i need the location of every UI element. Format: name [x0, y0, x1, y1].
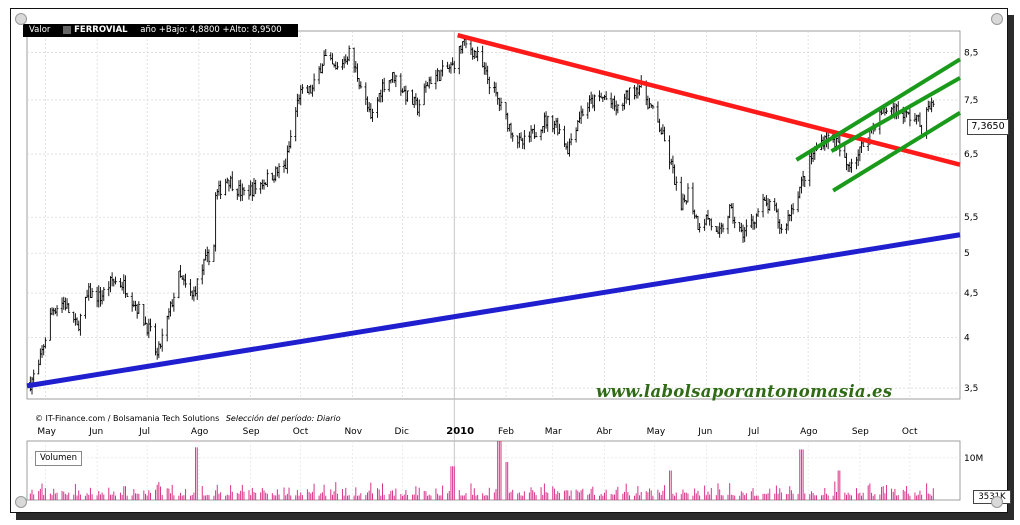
x-tick-label: Dic [395, 427, 409, 437]
channel_lower-trendline [832, 111, 962, 193]
volume-tick-label: 10M [964, 454, 983, 464]
x-tick-label: Jul [747, 427, 759, 437]
price-panel-border [26, 30, 961, 400]
x-tick-label: Nov [344, 427, 362, 437]
x-tick-label: May [37, 427, 56, 437]
series-swatch [63, 25, 72, 34]
y-tick-label: 3,5 [964, 384, 978, 394]
y-tick-label: 4,5 [964, 289, 978, 299]
volume-bars [29, 441, 934, 500]
gridlines [26, 30, 961, 501]
period-text: Selección del período: Diario [225, 414, 341, 423]
watermark-url: www.labolsaporantonomasia.es [596, 382, 893, 401]
resistance-trendline [457, 33, 961, 167]
corner-screw-icon [991, 496, 1003, 508]
x-tick-label: Mar [545, 427, 562, 437]
support-trendline [26, 232, 961, 389]
valor-label: Valor [29, 25, 51, 35]
price-bars [28, 37, 935, 395]
y-tick-label: 5,5 [964, 213, 978, 223]
x-tick-label: Oct [293, 427, 309, 437]
x-tick-label: Sep [243, 427, 260, 437]
y-tick-label: 8,5 [964, 49, 978, 59]
x-tick-label: 2010 [446, 426, 474, 437]
axes: 3,5 4 4,5 5 5,5 6,5 7,5 8,5 May Jun Jul Ago Sep Oct No… [37, 49, 983, 464]
corner-screw-icon [15, 496, 27, 508]
corner-screw-icon [15, 13, 27, 25]
y-tick-label: 7,5 [964, 96, 978, 106]
x-tick-label: Abr [596, 427, 612, 437]
header-chip: Valor FERROVIAL año +Bajo: 4,8800 +Alto:… [23, 24, 298, 37]
x-tick-label: May [647, 427, 666, 437]
corner-screw-icon [991, 13, 1003, 25]
x-tick-label: Jul [138, 427, 150, 437]
credit-text: © IT-Finance.com / Bolsamania Tech Solut… [35, 414, 220, 423]
x-tick-label: Jun [697, 427, 712, 437]
x-tick-label: Ago [800, 427, 818, 437]
range-label: año +Bajo: 4,8800 +Alto: 8,9500 [140, 25, 282, 35]
credit-line: © IT-Finance.com / Bolsamania Tech Solut… [35, 414, 341, 423]
volume-panel-border [26, 440, 961, 501]
x-tick-label: Oct [902, 427, 918, 437]
y-tick-label: 5 [964, 249, 970, 259]
x-tick-label: Sep [852, 427, 869, 437]
channel_upper-trendline [795, 57, 962, 162]
x-tick-label: Jun [88, 427, 103, 437]
last-price-box: 7,3650 [967, 119, 1009, 135]
y-tick-label: 6,5 [964, 150, 978, 160]
volume-label: Volumen [35, 451, 83, 466]
y-tick-label: 4 [964, 334, 970, 344]
ticker-label: FERROVIAL [63, 25, 128, 35]
price-and-volume-chart: 3,5 4 4,5 5 5,5 6,5 7,5 8,5 May Jun Jul Ago Sep Oct No… [26, 30, 983, 501]
x-tick-label: Feb [498, 427, 514, 437]
trendlines [26, 33, 962, 389]
chart-frame: 3,5 4 4,5 5 5,5 6,5 7,5 8,5 May Jun Jul Ago Sep Oct No… [10, 8, 1011, 513]
x-tick-label: Ago [191, 427, 209, 437]
ticker-text: FERROVIAL [74, 25, 128, 35]
channel_mid-trendline [830, 76, 961, 153]
